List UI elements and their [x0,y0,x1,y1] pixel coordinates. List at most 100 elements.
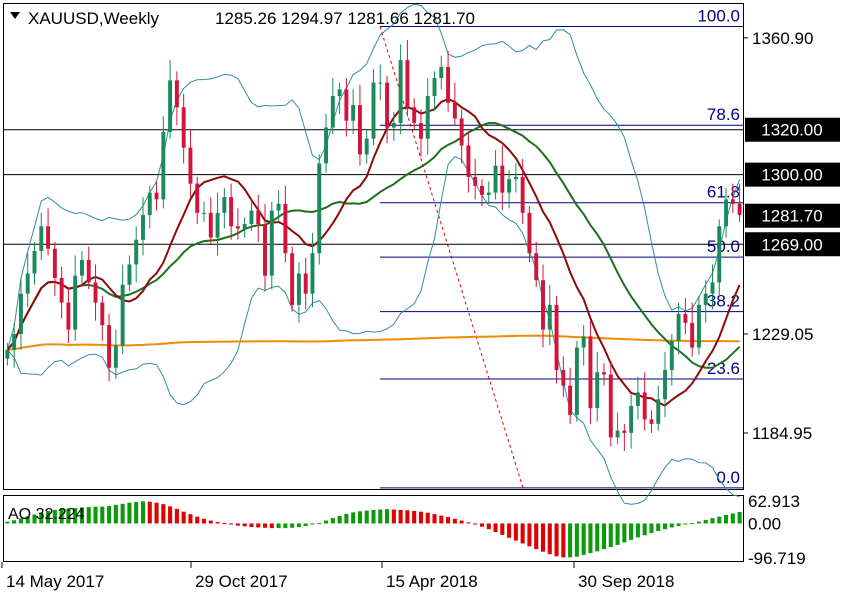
price-tag-box [745,203,840,228]
ao-bar [371,509,376,524]
candle-body [391,123,396,128]
candles-layer [5,39,742,451]
ao-bar [391,509,396,524]
ao-bar [615,523,620,545]
ao-bar [581,523,586,555]
candle-body [256,210,261,225]
ao-bar [324,520,329,524]
ao-bar [561,523,566,558]
ao-bar [79,507,85,524]
ao-bar [330,518,335,524]
candle-body [513,176,518,180]
ao-bar [296,523,301,528]
ao-bar [113,504,118,524]
ao-bar [540,523,546,552]
candle-body [263,224,267,276]
candle-body [59,277,64,303]
ao-bar [439,515,444,524]
candle-body [222,197,227,213]
fib-level-label: 50.0 [707,237,740,256]
ao-bar [52,509,57,524]
ao-bar [357,511,362,524]
price-tick-label: 1360.90 [752,29,813,48]
ao-bar [595,523,600,552]
candle-body [547,304,552,330]
ao-bar [73,508,78,524]
ao-bar [724,514,729,524]
candle-body [602,372,606,375]
ao-bar [398,509,403,524]
ao-bar [39,512,44,524]
ao-bar [690,523,695,525]
ao-bar [127,502,132,524]
price-tick-label: 1229.05 [752,325,813,344]
candle-body [357,105,362,155]
ma-fast-line [6,98,741,407]
ao-bar [283,523,288,529]
ao-bar [208,520,213,524]
candle-body [480,185,484,195]
candle-body [568,385,573,415]
ao-bar [93,506,98,524]
ao-bar [520,523,525,544]
main-pane-frame [3,3,744,490]
time-axis-label: 14 May 2017 [6,572,104,591]
candle-body [249,210,254,225]
candle-body [595,372,600,409]
ao-bar [86,507,91,524]
candle-body [120,284,125,346]
candle-body [86,259,91,283]
price-tag-box [745,232,840,257]
candle-body [296,273,301,305]
ao-bar [249,523,254,528]
ao-bar [344,513,349,524]
ao-bar [25,516,30,524]
ao-bar [256,523,261,528]
candle-body [500,165,505,193]
candle-body [147,192,152,216]
candle-body [581,336,586,348]
ao-bar [168,506,173,524]
ao-bar [262,523,268,528]
price-tag-label: 1269.00 [761,235,822,254]
ao-bar [12,520,17,524]
ao-bar [432,514,437,524]
candle-body [344,89,349,121]
candle-body [290,253,295,305]
candle-body [5,349,10,359]
candle-body [656,399,661,424]
ao-bar [452,518,457,524]
chart-header: XAUUSD,Weekly 1285.26 1294.97 1281.66 12… [10,9,475,28]
ao-bar [351,512,356,524]
candle-body [635,392,640,406]
symbol-menu-triangle-icon[interactable] [10,12,20,19]
fib-level-label: 78.6 [707,105,740,124]
ao-bar [161,504,166,524]
candle-body [229,197,234,227]
candle-body [629,405,634,433]
fib-level-label: 23.6 [707,359,740,378]
price-tag-label: 1281.70 [761,207,822,226]
ao-bar [188,514,193,524]
ao-bar [588,523,593,554]
ao-bar [378,509,383,524]
candle-body [385,82,390,128]
ao-bar [134,502,139,524]
ao-bar [703,519,708,524]
candle-body [561,369,566,386]
candle-body [696,304,701,348]
candle-body [351,105,356,121]
candle-body [622,430,627,433]
candle-body [466,145,471,177]
ao-bar [737,512,742,524]
ao-scale-label: 0.00 [748,514,781,533]
candle-body [324,127,329,164]
candle-body [378,82,383,84]
candle-body [154,192,159,200]
candle-body [188,147,193,184]
indicator-pane-frame [3,495,744,562]
candle-body [80,259,84,276]
ao-bar [534,523,539,550]
candle-body [195,183,200,213]
